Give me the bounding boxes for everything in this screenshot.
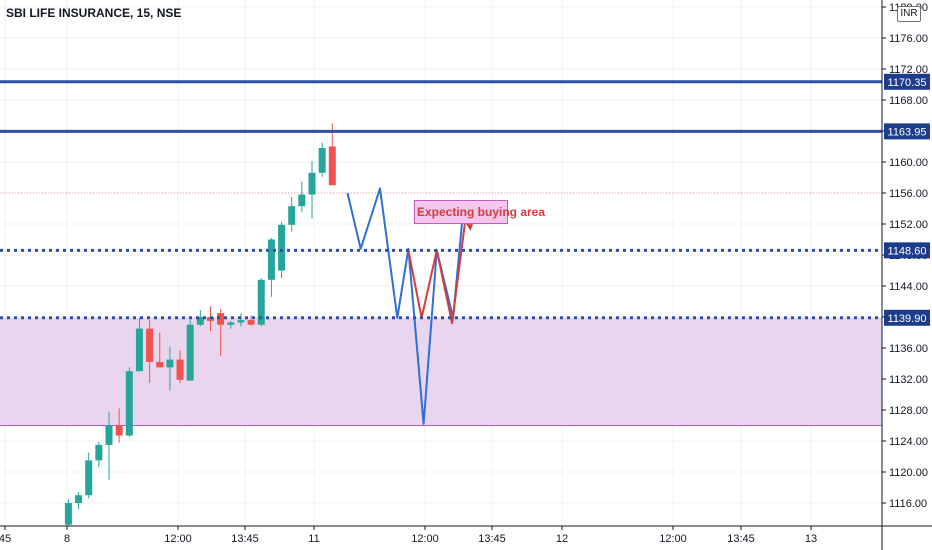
x-tick-label: 12:00 (164, 533, 192, 545)
candle-body (176, 359, 184, 380)
y-tick-label: 1172.00 (889, 64, 928, 76)
level-price-label: 1163.95 (888, 126, 927, 138)
candle-body (196, 317, 204, 325)
candle-body (308, 172, 316, 195)
x-tick-label: 13:45 (478, 533, 506, 545)
level-price-label: 1170.35 (888, 77, 927, 89)
y-tick-label: 1128.00 (889, 405, 928, 417)
candle-body (278, 224, 286, 271)
x-tick-label: 13:45 (727, 533, 755, 545)
candles (64, 123, 336, 528)
x-tick-label: 13 (805, 533, 817, 545)
y-tick-label: 1152.00 (889, 219, 928, 231)
candle-body (288, 206, 296, 225)
level-price-tag (884, 73, 930, 90)
x-axis-bg (0, 526, 932, 550)
x-tick-label: 11 (308, 533, 319, 545)
candle-body (318, 148, 326, 173)
chart-title: SBI LIFE INSURANCE, 15, NSE (6, 6, 182, 20)
candle-body (247, 320, 255, 325)
y-tick-label: 1144.00 (889, 281, 928, 293)
y-tick-label: 1156.00 (889, 188, 928, 200)
candle-body (95, 444, 103, 461)
annotation-label: Expecting buying area (414, 200, 545, 224)
candle-body (75, 495, 83, 503)
candle-body (166, 359, 174, 368)
x-tick-label: 12:00 (659, 533, 687, 545)
y-tick-label: 1168.00 (889, 95, 928, 107)
x-tick-label: 45 (0, 533, 11, 545)
y-tick-label: 1176.00 (889, 33, 928, 45)
y-tick-label: 1120.00 (889, 467, 928, 479)
candle-body (267, 239, 275, 280)
candle-body (115, 425, 123, 436)
level-price-tag (884, 123, 930, 140)
candle-body (237, 320, 245, 323)
y-tick-label: 1132.00 (889, 374, 928, 386)
y-tick-label: 1160.00 (889, 157, 928, 169)
y-tick-label: 1136.00 (889, 343, 928, 355)
level-price-label: 1148.60 (888, 245, 927, 257)
candle-body (217, 313, 225, 325)
currency-badge[interactable]: INR (897, 6, 921, 22)
candle-body (135, 328, 143, 372)
candle-body (257, 279, 265, 325)
level-price-tag (884, 309, 930, 326)
candle-body (328, 146, 336, 186)
y-tick-label: 1124.00 (889, 436, 928, 448)
x-tick-label: 13:45 (231, 533, 259, 545)
x-tick-label: 12 (556, 533, 568, 545)
candle-body (298, 194, 306, 207)
candle-body (64, 503, 72, 525)
candle-body (156, 361, 164, 368)
level-price-label: 1139.90 (888, 313, 927, 325)
y-axis-bg (882, 0, 932, 550)
candle-body (146, 328, 154, 362)
candle-body (186, 324, 194, 381)
level-price-tag (884, 242, 930, 259)
x-tick-label: 8 (64, 533, 70, 545)
candle-body (227, 322, 235, 325)
candle-body (105, 425, 113, 445)
projection-path-blue (346, 187, 468, 425)
price-levels (0, 80, 882, 320)
candle-body (125, 371, 133, 436)
candle-body (85, 460, 93, 496)
grid (0, 0, 882, 526)
x-tick-label: 12:00 (411, 533, 439, 545)
y-tick-label: 1116.00 (889, 498, 927, 510)
